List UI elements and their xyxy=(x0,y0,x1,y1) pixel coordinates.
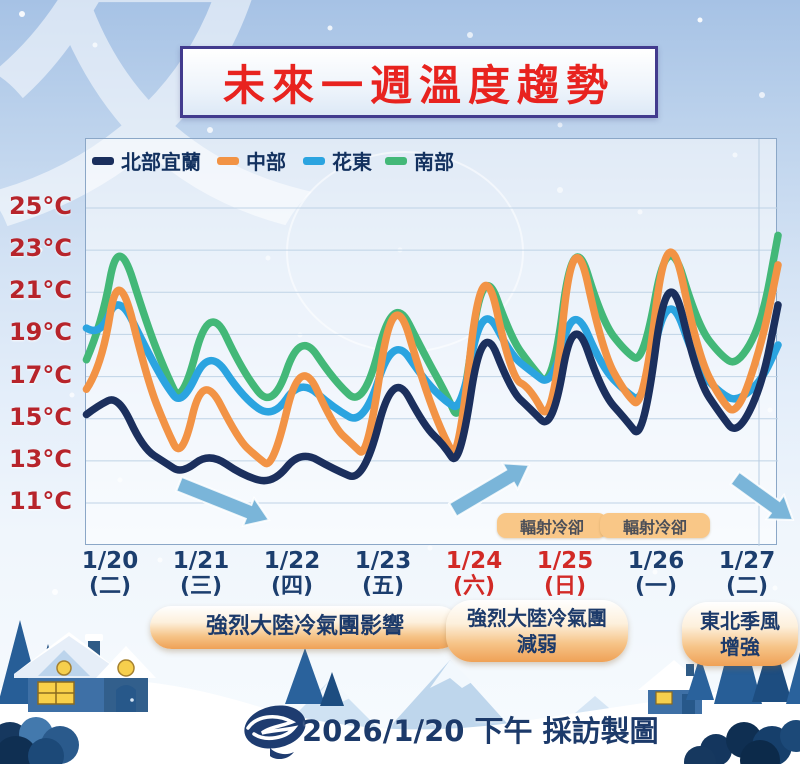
legend-item-central: 中部 xyxy=(217,146,286,175)
x-label-3: 1/23 (五) xyxy=(354,548,412,600)
series-line-花東 xyxy=(82,301,782,422)
title-box: 未來一週溫度趨勢 xyxy=(180,46,658,118)
annotation-pill-monsoon: 東北季風 增強 xyxy=(682,602,798,666)
legend-item-east: 花東 xyxy=(303,146,372,175)
series-line-北部宜蘭 xyxy=(82,288,782,485)
snow-bushes-right xyxy=(684,720,800,764)
x-label-7: 1/27 (二) xyxy=(718,548,776,600)
y-tick-23: 23°C xyxy=(8,234,72,262)
legend-label: 北部宜蘭 xyxy=(121,150,201,174)
trend-arrow-down-icon xyxy=(729,470,795,522)
legend-swatch xyxy=(303,156,325,165)
legend-item-south: 南部 xyxy=(385,146,454,175)
y-tick-15: 15°C xyxy=(8,403,72,431)
legend-item-north: 北部宜蘭 xyxy=(92,146,201,175)
y-tick-17: 17°C xyxy=(8,361,72,389)
page-title: 未來一週溫度趨勢 xyxy=(222,60,615,110)
snow-bushes-left xyxy=(0,717,79,764)
credit-text: 2026/1/20 下午 採訪製圖 xyxy=(302,714,659,748)
trend-arrow-down-icon xyxy=(174,475,271,528)
y-tick-19: 19°C xyxy=(8,318,72,346)
radiative-cooling-tag-2: 輻射冷卻 xyxy=(600,513,710,538)
x-label-4: 1/24 (六) xyxy=(445,548,503,600)
x-label-2: 1/22 (四) xyxy=(263,548,321,600)
y-tick-25: 25°C xyxy=(8,192,72,220)
x-label-1: 1/21 (三) xyxy=(172,548,230,600)
snow-ground xyxy=(0,678,800,764)
x-label-0: 1/20 (二) xyxy=(81,548,139,600)
temperature-chart xyxy=(82,139,795,546)
y-tick-11: 11°C xyxy=(8,487,72,515)
weather-bureau-logo xyxy=(244,705,306,760)
y-tick-13: 13°C xyxy=(8,445,72,473)
legend-swatch xyxy=(385,156,407,165)
y-tick-21: 21°C xyxy=(8,276,72,304)
annotation-pill-cold-weakening: 強烈大陸冷氣團 減弱 xyxy=(446,600,628,662)
left-house-illustration xyxy=(14,632,156,712)
trend-arrow-up-icon xyxy=(447,462,531,518)
annotation-pill-cold-surge: 強烈大陸冷氣團影響 xyxy=(150,606,460,649)
legend-swatch xyxy=(217,156,239,165)
winter-scenery-illustration xyxy=(0,612,800,764)
x-label-6: 1/26 (一) xyxy=(627,548,685,600)
radiative-cooling-tag-1: 輻射冷卻 xyxy=(497,513,607,538)
chart-panel xyxy=(82,138,795,546)
legend-label: 中部 xyxy=(246,150,286,174)
legend-label: 南部 xyxy=(414,150,454,174)
legend-label: 花東 xyxy=(332,150,372,174)
x-label-5: 1/25 (日) xyxy=(536,548,594,600)
legend-swatch xyxy=(92,156,114,165)
series-line-中部 xyxy=(82,248,782,468)
